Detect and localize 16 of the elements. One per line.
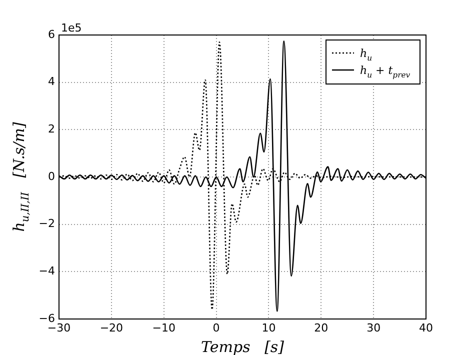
- y-tick-label: −2: [38, 217, 55, 230]
- y-tick-label: 0: [48, 170, 55, 183]
- text: hu,II,II [N.s/m]: [10, 122, 32, 232]
- x-tick-label: −20: [100, 321, 124, 334]
- x-axis-title: Temps [s]: [201, 338, 284, 355]
- x-tick-label: 20: [314, 321, 328, 334]
- x-tick-label: −10: [152, 321, 176, 334]
- x-tick-label: 0: [212, 321, 220, 334]
- y-tick-label: 2: [48, 122, 55, 136]
- y-tick-label: 6: [48, 28, 55, 41]
- text: 1e5: [61, 21, 82, 34]
- x-tick-label: 40: [419, 321, 433, 334]
- x-tick-label: 30: [366, 321, 381, 334]
- x-tick-label: 10: [262, 321, 276, 334]
- y-tick-label: −4: [38, 264, 55, 278]
- y-tick-label: 4: [48, 75, 55, 88]
